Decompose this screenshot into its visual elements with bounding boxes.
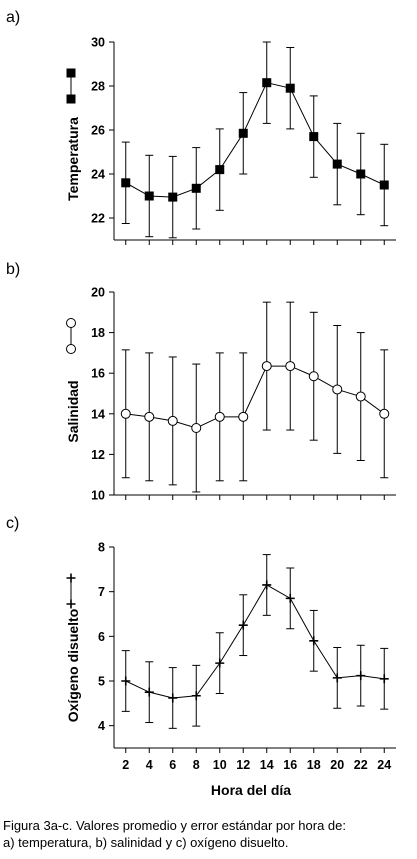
data-point xyxy=(356,169,366,179)
data-point xyxy=(379,674,389,684)
y-axis-label: Temperatura xyxy=(65,117,81,201)
data-point xyxy=(332,159,342,169)
x-tick-label: 6 xyxy=(169,758,176,772)
data-point xyxy=(215,658,225,668)
series-1 xyxy=(120,301,390,493)
data-point xyxy=(168,693,178,703)
legend-marker xyxy=(66,318,76,328)
x-tick-label: 16 xyxy=(283,758,297,772)
data-point xyxy=(120,408,131,419)
caption-line-2: a) temperatura, b) salinidad y c) oxígen… xyxy=(3,835,289,850)
data-point xyxy=(144,191,154,201)
y-tick-label: 28 xyxy=(91,80,105,94)
data-point xyxy=(262,78,272,88)
legend-marker xyxy=(66,94,76,104)
y-tick-label: 20 xyxy=(91,286,105,300)
y-tick-label: 22 xyxy=(91,212,105,226)
y-tick-label: 4 xyxy=(98,719,105,733)
x-tick-label: 20 xyxy=(330,758,344,772)
panel-2: b) 10 12 14 16 18 20 Salinidad xyxy=(6,261,396,503)
y-tick-label: 8 xyxy=(98,541,105,555)
panel-label: b) xyxy=(6,261,20,278)
x-axis-label: Hora del día xyxy=(211,782,291,798)
y-axis-label: Oxígeno disuelto xyxy=(65,609,81,723)
series-line xyxy=(125,584,385,699)
x-tick-label: 10 xyxy=(213,758,227,772)
series-line xyxy=(125,365,385,429)
x-tick-label: 22 xyxy=(354,758,368,772)
series-1 xyxy=(121,41,389,239)
x-tick-label: 8 xyxy=(193,758,200,772)
panel-label: a) xyxy=(6,9,20,26)
data-point xyxy=(191,183,201,193)
x-tick-label: 4 xyxy=(146,758,153,772)
data-point xyxy=(168,192,178,202)
data-point xyxy=(332,673,342,683)
panel-1: a) 22 24 26 28 30 Temperatura xyxy=(6,9,396,245)
y-tick-label: 12 xyxy=(91,448,105,462)
y-tick-label: 7 xyxy=(98,585,105,599)
y-tick-label: 26 xyxy=(91,124,105,138)
x-tick-label: 2 xyxy=(122,758,129,772)
data-point xyxy=(144,687,154,697)
caption-line-1: Figura 3a-c. Valores promedio y error es… xyxy=(3,818,346,833)
x-tick-label: 18 xyxy=(307,758,321,772)
data-point xyxy=(379,180,389,190)
data-point xyxy=(379,408,390,419)
data-point xyxy=(262,580,272,590)
y-tick-label: 30 xyxy=(91,36,105,50)
y-axis-label: Salinidad xyxy=(65,380,81,442)
data-point xyxy=(309,132,319,142)
data-point xyxy=(191,691,201,701)
y-tick-label: 10 xyxy=(91,489,105,503)
data-point xyxy=(144,411,155,422)
y-tick-label: 18 xyxy=(91,326,105,340)
data-point xyxy=(214,411,225,422)
legend-marker xyxy=(66,344,76,354)
x-tick-label: 24 xyxy=(377,758,391,772)
data-point xyxy=(308,371,319,382)
data-point xyxy=(238,128,248,138)
y-tick-label: 5 xyxy=(98,675,105,689)
x-tick-label: 12 xyxy=(236,758,250,772)
data-point xyxy=(121,676,131,686)
legend-symbol xyxy=(66,68,76,104)
figure-caption: Figura 3a-c. Valores promedio y error es… xyxy=(3,817,415,851)
data-point xyxy=(121,178,131,188)
data-point xyxy=(355,391,366,402)
y-tick-label: 24 xyxy=(91,168,105,182)
data-point xyxy=(309,636,319,646)
data-point xyxy=(285,361,296,372)
legend-symbol xyxy=(66,318,76,354)
data-point xyxy=(261,361,272,372)
legend-marker xyxy=(66,573,76,583)
data-point xyxy=(191,423,202,434)
data-point xyxy=(285,83,295,93)
data-point xyxy=(167,415,178,426)
x-tick-label: 14 xyxy=(260,758,274,772)
y-tick-label: 14 xyxy=(91,407,105,421)
figure-3: a)2224262830Temperaturab)101214161820Sal… xyxy=(6,9,396,798)
legend-marker xyxy=(66,599,76,609)
data-point xyxy=(215,165,225,175)
data-point xyxy=(285,593,295,603)
data-point xyxy=(238,411,249,422)
legend-marker xyxy=(66,68,76,78)
series-line xyxy=(125,82,385,198)
data-point xyxy=(332,384,343,395)
data-point xyxy=(238,620,248,630)
legend-symbol xyxy=(66,573,76,609)
panel-label: c) xyxy=(6,515,19,532)
y-tick-label: 6 xyxy=(98,630,105,644)
data-point xyxy=(356,671,366,681)
series-1 xyxy=(121,554,389,729)
y-tick-label: 16 xyxy=(91,367,105,381)
